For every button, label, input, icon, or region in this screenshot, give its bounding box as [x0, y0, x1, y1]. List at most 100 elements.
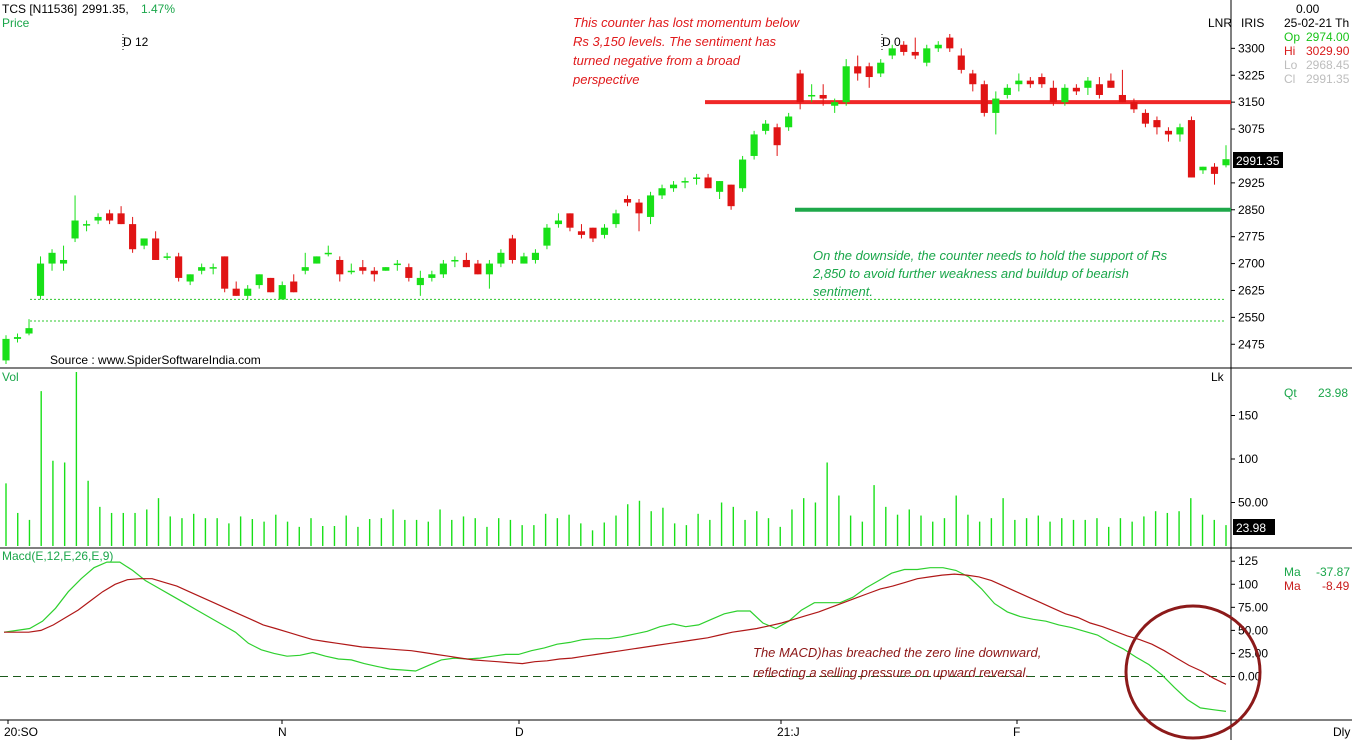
candle-body	[1061, 87, 1069, 103]
candle-body	[635, 202, 643, 214]
macd-line	[3, 561, 1227, 712]
candle-body	[439, 263, 447, 275]
lk-label[interactable]: Lk	[1211, 370, 1225, 384]
resistance-annotation: This counter has lost momentum below Rs 3…	[572, 15, 801, 87]
candle-body	[2, 338, 10, 361]
date-label: 25-02-21 Th	[1284, 16, 1349, 30]
candle-body	[750, 134, 758, 156]
price-tick-label: 3225	[1238, 68, 1265, 82]
candle-body	[405, 267, 413, 278]
top-value-label: 0.00	[1296, 2, 1320, 16]
last-price-box	[1233, 152, 1283, 168]
macd-ma2-value: -8.49	[1322, 579, 1350, 593]
candle-body	[290, 281, 298, 293]
candle-body	[1164, 130, 1173, 135]
candle-body	[267, 277, 275, 293]
candle-body	[1199, 166, 1207, 171]
candle-body	[704, 177, 712, 189]
candle-body	[462, 259, 470, 268]
candle-body	[232, 288, 240, 296]
candle-body	[554, 220, 563, 225]
volume-last-box	[1233, 519, 1275, 535]
ohlc-lo-label: Lo	[1284, 58, 1298, 72]
candle-body	[646, 195, 655, 217]
candle-body	[992, 98, 1000, 113]
candle-body	[566, 213, 574, 228]
candle-body	[301, 267, 309, 271]
candle-body	[13, 337, 22, 339]
volume-tick-label: 50.00	[1238, 496, 1268, 510]
ohlc-lo-value: 2968.45	[1306, 58, 1350, 72]
macd-ma1-label: Ma	[1284, 565, 1301, 579]
support-annotation: On the downside, the counter needs to ho…	[812, 248, 1168, 299]
candlesticks	[2, 34, 1230, 364]
candle-body	[1095, 84, 1103, 95]
price-tick-label: 2475	[1238, 337, 1265, 351]
iris-label[interactable]: IRIS	[1241, 16, 1264, 30]
ohlc-cl-label: Cl	[1284, 72, 1295, 86]
ohlc-cl-value: 2991.35	[1306, 72, 1350, 86]
candle-body	[416, 277, 424, 286]
candle-body	[36, 263, 45, 296]
candle-body	[957, 55, 965, 70]
candle-body	[359, 267, 367, 271]
resistance-annotation-line: This counter has lost momentum below	[573, 15, 801, 30]
price-tick-label: 2550	[1238, 310, 1265, 324]
candle-body	[934, 44, 942, 49]
candle-body	[589, 227, 597, 239]
candle-body	[382, 267, 390, 271]
candle-body	[198, 267, 206, 271]
candle-body	[1026, 80, 1034, 85]
support-annotation-line: 2,850 to avoid further weakness and buil…	[812, 266, 1129, 281]
macd-tick-label: 125	[1238, 554, 1258, 568]
symbol-label: TCS [N11536]	[2, 2, 77, 16]
candle-body	[520, 256, 528, 264]
macd-annotation-line: The MACD)has breached the zero line down…	[753, 645, 1041, 660]
date-tick-label: 21:J	[777, 725, 800, 739]
candle-body	[865, 66, 873, 78]
candle-body	[980, 84, 988, 113]
candle-body	[313, 256, 321, 264]
candle-body	[612, 213, 620, 225]
candle-body	[739, 159, 747, 189]
price-tick-label: 2700	[1238, 257, 1265, 271]
ohlc-hi-value: 3029.90	[1306, 44, 1350, 58]
candle-body	[324, 252, 332, 255]
lnr-label[interactable]: LNR	[1208, 16, 1232, 30]
price-tick-label: 2625	[1238, 283, 1265, 297]
last-price-label: 2991.35,	[82, 2, 129, 16]
price-axis: 2475 2550 2625 2700 2775 2850 2925 3075 3150 3225…	[1231, 41, 1265, 351]
qt-label: Qt	[1284, 386, 1297, 400]
volume-panel-label: Vol	[2, 370, 19, 384]
candle-body	[716, 181, 724, 192]
candle-body	[727, 184, 735, 207]
candle-body	[1222, 159, 1230, 166]
qt-value: 23.98	[1318, 386, 1348, 400]
candle-body	[969, 73, 977, 85]
macd-tick-label: 0.00	[1238, 670, 1262, 684]
volume-axis: 50.00 100 150	[1231, 409, 1268, 510]
price-tick-label: 2775	[1238, 230, 1265, 244]
macd-tick-label: 100	[1238, 577, 1258, 591]
date-tick-label: N	[278, 725, 287, 739]
candle-body	[692, 177, 701, 179]
candle-body	[175, 256, 183, 278]
candle-body	[658, 188, 666, 196]
candle-body	[485, 263, 493, 275]
ohlc-op-label: Op	[1284, 30, 1300, 44]
candle-body	[152, 238, 160, 260]
macd-annotation-line: reflecting a selling pressure on upward …	[753, 665, 1029, 680]
price-panel-label: Price	[2, 16, 30, 30]
dly-label[interactable]: Dly	[1333, 725, 1350, 739]
macd-highlight-circle	[1124, 604, 1262, 740]
last-price-box-label: 2991.35	[1236, 154, 1280, 168]
candle-body	[819, 94, 827, 99]
candle-body	[163, 256, 171, 258]
volume-bars	[5, 372, 1227, 546]
macd-axis: 0.00 25.00 50.00 75.00 100 125	[0, 554, 1268, 684]
macd-tick-label: 75.00	[1238, 600, 1268, 614]
candle-body	[244, 288, 252, 296]
candle-body	[773, 127, 781, 146]
candle-body	[1072, 87, 1080, 92]
price-tick-label: 3150	[1238, 95, 1265, 109]
